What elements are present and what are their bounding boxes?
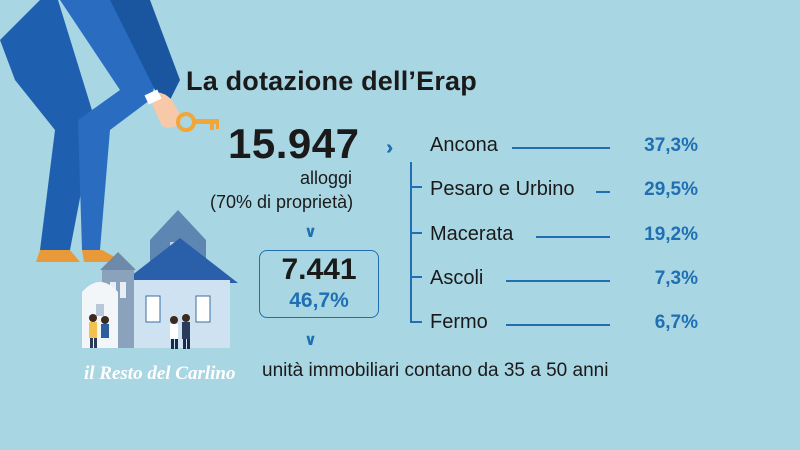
province-name: Fermo [430, 311, 488, 333]
leader-line [536, 236, 610, 238]
bracket-tick [410, 321, 422, 323]
old-units-percent: 46,7% [289, 289, 349, 312]
logo: il Resto del Carlino [84, 363, 236, 384]
chevron-down-icon: ∨ [304, 224, 317, 241]
province-percent: 29,5% [644, 179, 698, 200]
bracket-tick [410, 186, 422, 188]
jacket [110, 0, 180, 110]
province-name: Ancona [430, 134, 498, 156]
illustration-person-and-houses [0, 0, 238, 349]
left-leg [0, 0, 95, 250]
bracket-tick [410, 276, 422, 278]
leader-line [506, 324, 610, 326]
bracket-tick [410, 232, 422, 234]
province-name: Macerata [430, 223, 514, 245]
right-leg [60, 0, 160, 250]
house-front [122, 238, 238, 348]
chevron-right-icon: ›› [386, 137, 395, 159]
total-housing-unit: alloggi [300, 168, 353, 188]
page-title: La dotazione dell’Erap [186, 66, 477, 96]
leader-line [506, 280, 610, 282]
old-units-box: 7.441 46,7% [259, 250, 379, 318]
province-name: Ascoli [430, 267, 484, 289]
province-percent: 19,2% [644, 224, 698, 245]
province-name: Pesaro e Urbino [430, 178, 575, 200]
province-percent: 7,3% [654, 268, 698, 289]
key-icon [176, 112, 219, 132]
people [89, 314, 190, 349]
province-percent: 37,3% [644, 135, 698, 156]
left-shoe [36, 250, 80, 262]
cuff [144, 89, 162, 105]
house-left-roof [100, 252, 136, 270]
ownership-note: (70% di proprietà) [210, 192, 354, 212]
leader-line [596, 191, 610, 193]
chevron-down-icon: ∨ [304, 332, 317, 349]
old-units-caption: unità immobiliari contano da 35 a 50 ann… [262, 360, 609, 381]
hand [148, 92, 182, 128]
province-percent: 6,7% [654, 312, 698, 333]
total-housing-value: 15.947 [228, 120, 360, 167]
bracket-line [410, 162, 412, 322]
house-white [82, 282, 118, 348]
leader-line [512, 147, 610, 149]
old-units-value: 7.441 [281, 253, 357, 286]
